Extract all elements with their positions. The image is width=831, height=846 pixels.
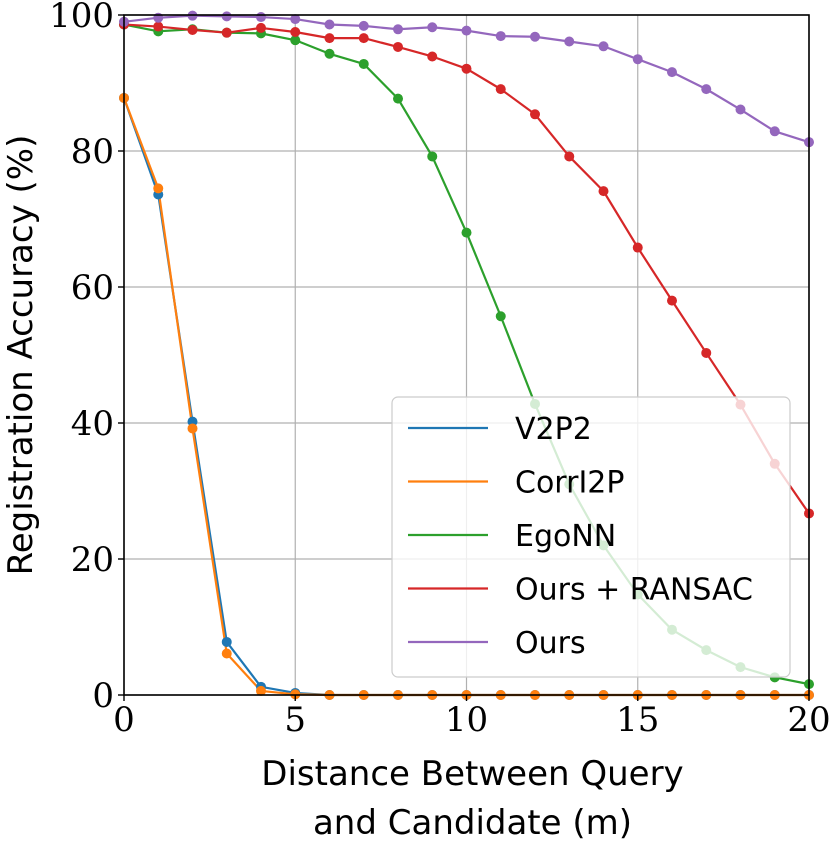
data-point-ours-ransac <box>358 33 369 44</box>
data-point-ours <box>564 36 575 47</box>
data-point-ours <box>530 31 540 42</box>
data-point-egonn <box>393 93 403 104</box>
data-point-ours <box>427 22 438 33</box>
data-point-ours <box>632 54 643 65</box>
y-tick-label: 0 <box>92 676 114 716</box>
data-point-egonn <box>358 58 369 69</box>
legend-label: V2P2 <box>515 412 592 447</box>
data-point-ours-ransac <box>461 63 472 74</box>
y-tick-label: 60 <box>71 268 114 308</box>
data-point-ours-ransac <box>530 109 540 120</box>
tick-labels: 0 5 10 15 20 0 20 40 60 80 100 <box>49 0 831 740</box>
data-point-ours-ransac <box>153 21 164 32</box>
axis-ticks <box>118 14 810 701</box>
legend: V2P2 CorrI2P EgoNN Ours + RANSAC Ours <box>391 396 791 678</box>
data-point-ours-ransac <box>701 347 712 358</box>
data-point-egonn <box>495 311 506 322</box>
data-point-corri2p <box>221 648 232 659</box>
data-point-egonn <box>290 35 301 46</box>
x-tick-label: 0 <box>113 700 135 740</box>
x-tick-label: 10 <box>445 700 488 740</box>
y-tick-label: 100 <box>49 0 114 36</box>
data-point-egonn <box>427 151 438 162</box>
y-tick-label: 40 <box>71 404 114 444</box>
data-point-ours <box>324 19 335 30</box>
legend-box <box>391 396 791 678</box>
x-axis-label-line-1: Distance Between Query <box>261 754 683 794</box>
data-point-corri2p <box>187 423 198 434</box>
data-point-ours <box>358 20 369 31</box>
data-point-ours <box>667 67 677 78</box>
x-axis-label-line-2: and Candidate (m) <box>313 803 632 843</box>
data-point-ours-ransac <box>187 24 198 35</box>
data-point-ours <box>735 104 746 115</box>
data-point-ours-ransac <box>632 242 643 253</box>
y-tick-label: 20 <box>71 540 114 580</box>
data-point-ours-ransac <box>324 33 335 44</box>
data-point-ours <box>769 126 780 137</box>
data-point-ours <box>495 31 506 42</box>
data-point-ours <box>598 41 609 52</box>
data-point-ours <box>290 14 301 25</box>
data-point-ours-ransac <box>393 41 403 52</box>
legend-label: EgoNN <box>515 519 616 554</box>
data-point-ours-ransac <box>564 151 575 162</box>
data-point-corri2p <box>256 685 266 696</box>
data-point-egonn <box>461 227 472 238</box>
data-point-ours-ransac <box>598 186 609 197</box>
y-tick-label: 80 <box>71 132 114 172</box>
data-point-ours <box>256 12 266 23</box>
data-point-corri2p <box>153 183 164 194</box>
y-axis-label: Registration Accuracy (%) <box>1 135 41 576</box>
data-point-ours <box>701 84 712 95</box>
data-point-ours <box>393 24 403 35</box>
data-point-ours <box>461 25 472 36</box>
legend-label: CorrI2P <box>515 466 624 501</box>
x-tick-label: 5 <box>284 700 306 740</box>
data-point-egonn <box>324 48 335 59</box>
legend-label: Ours + RANSAC <box>515 573 753 608</box>
x-tick-label: 20 <box>787 700 830 740</box>
data-point-ours <box>221 11 232 22</box>
data-point-ours-ransac <box>290 27 301 37</box>
data-point-ours-ransac <box>495 84 506 95</box>
data-point-ours-ransac <box>256 22 266 33</box>
x-tick-label: 15 <box>616 700 659 740</box>
data-point-ours-ransac <box>667 295 677 306</box>
legend-label: Ours <box>515 626 586 661</box>
data-point-ours-ransac <box>427 51 438 62</box>
data-point-ours-ransac <box>221 27 232 38</box>
data-point-v2p2 <box>221 636 232 647</box>
